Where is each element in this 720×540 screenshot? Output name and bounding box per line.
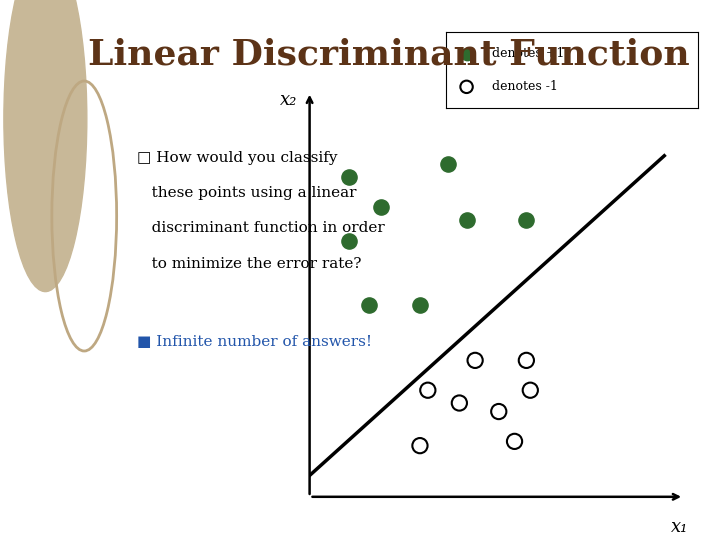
Text: □ How would you classify: □ How would you classify [137,151,337,165]
Text: ■ Infinite number of answers!: ■ Infinite number of answers! [137,335,372,349]
Point [343,237,355,245]
Text: x₁: x₁ [671,518,689,536]
Point [521,215,532,224]
Point [414,441,426,450]
Circle shape [4,0,87,292]
Text: these points using a linear: these points using a linear [137,186,356,200]
Point [461,83,472,91]
Text: discriminant function in order: discriminant function in order [137,221,384,235]
Point [525,386,536,395]
Point [363,301,374,309]
Point [493,407,505,416]
Point [343,173,355,181]
Point [375,202,387,211]
Text: Linear Discriminant Function: Linear Discriminant Function [88,38,690,72]
Point [414,301,426,309]
Text: x₂: x₂ [280,91,298,109]
Point [469,356,481,364]
Point [442,160,454,168]
Text: denotes +1: denotes +1 [492,47,564,60]
Point [509,437,521,445]
Point [461,49,472,58]
Point [521,356,532,364]
Point [454,399,465,407]
Text: denotes -1: denotes -1 [492,80,557,93]
Point [422,386,433,395]
Text: to minimize the error rate?: to minimize the error rate? [137,256,361,271]
Point [462,215,473,224]
